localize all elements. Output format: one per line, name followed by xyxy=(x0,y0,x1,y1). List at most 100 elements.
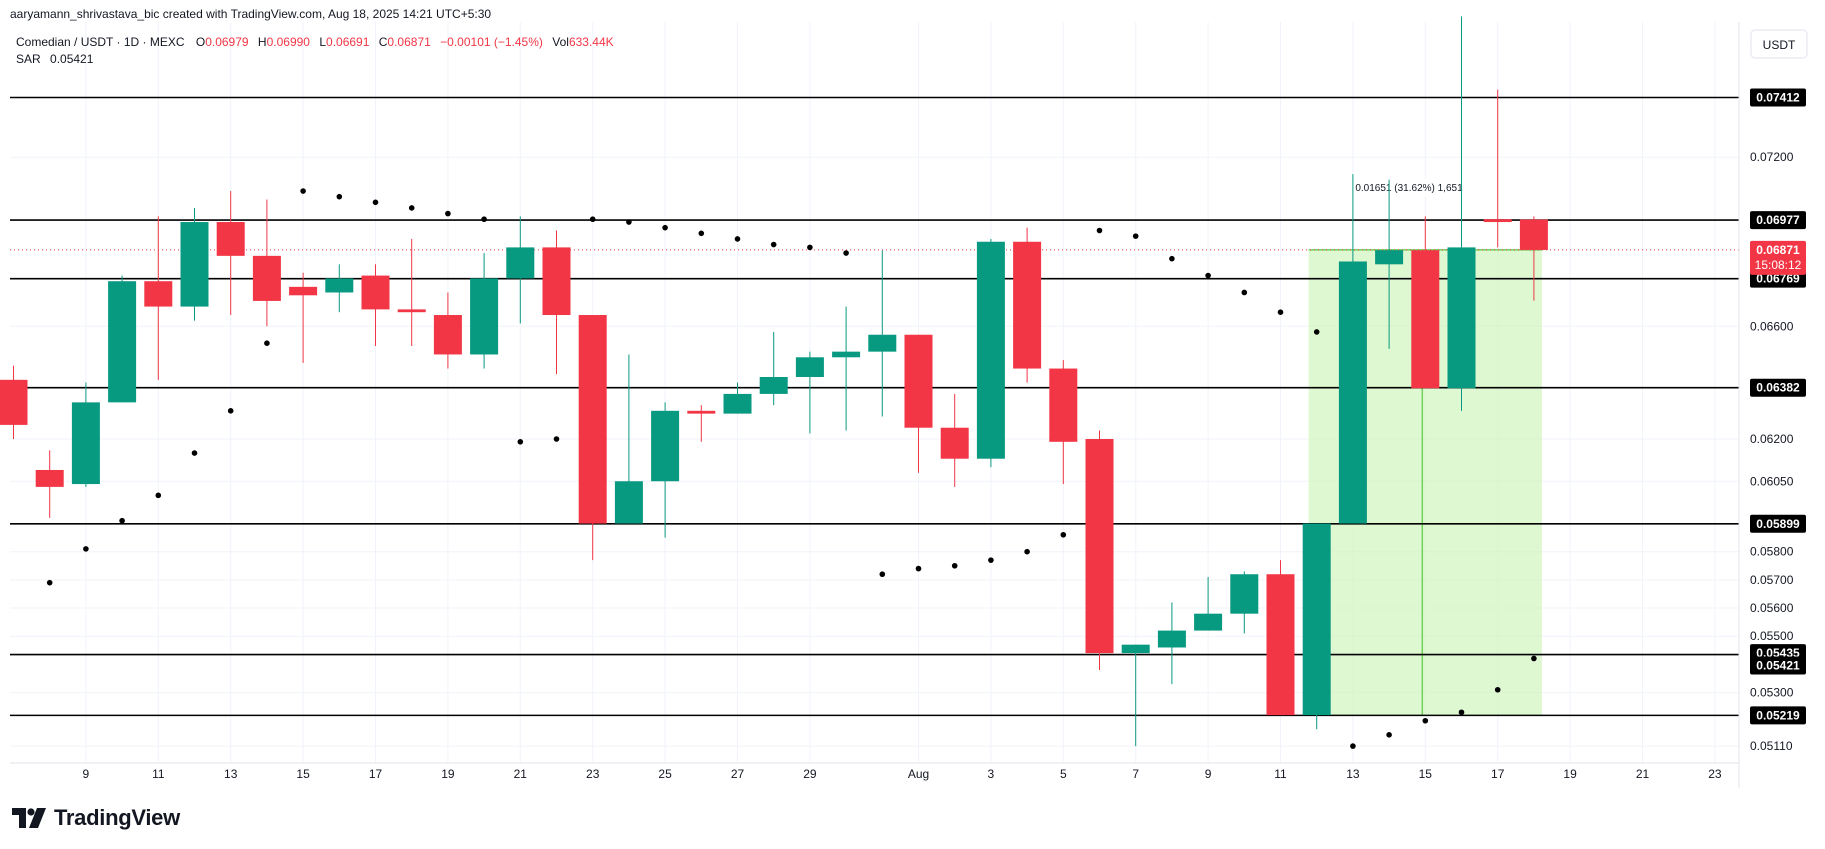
candle-body-up xyxy=(1157,630,1186,648)
sar-dot xyxy=(589,216,596,223)
sar-dot xyxy=(662,224,668,231)
currency-button[interactable]: USDT xyxy=(1750,29,1808,59)
x-tick-label: 19 xyxy=(441,767,455,781)
candle-body-down xyxy=(687,410,716,414)
candle-body-up xyxy=(795,357,824,378)
x-tick-label: 21 xyxy=(1636,767,1650,781)
x-tick-label: 11 xyxy=(152,767,165,781)
candle-body-down xyxy=(289,286,318,296)
last-price-label: 0.06871 xyxy=(1756,243,1800,257)
currency-label: USDT xyxy=(1763,38,1796,52)
sar-dot xyxy=(988,557,994,563)
candle-body-up xyxy=(1230,574,1259,614)
svg-text:SAR 0.05421: SAR 0.05421 xyxy=(16,52,94,66)
level-price-label-box xyxy=(1750,706,1806,725)
sar-dot xyxy=(46,579,53,586)
last-price-label-box xyxy=(1750,240,1806,275)
candle-body-down xyxy=(542,247,571,316)
candle-body-down xyxy=(0,379,28,425)
sar-dot xyxy=(698,230,705,237)
x-tick-label: 3 xyxy=(988,767,995,781)
sar-dot xyxy=(1531,655,1537,662)
sar-dot xyxy=(843,250,849,256)
level-price-label: 0.06769 xyxy=(1756,272,1800,286)
sar-dot xyxy=(191,450,198,456)
sar-dot xyxy=(951,562,958,569)
legend-close-label: C xyxy=(379,35,388,49)
sar-dot xyxy=(626,219,632,225)
sar-dot xyxy=(1205,272,1211,279)
legend-high-label: H xyxy=(258,35,267,49)
sar-dot xyxy=(1132,233,1139,239)
candle-body-up xyxy=(759,377,788,394)
sar-dot xyxy=(155,492,162,499)
tradingview-logo[interactable]: TradingView xyxy=(12,805,180,831)
svg-text:Comedian / USDT · 1D · MEXC: Comedian / USDT · 1D · MEXC O0.06979 H0.… xyxy=(16,35,614,49)
candle-body-down xyxy=(1483,219,1512,223)
legend-close-value: 0.06871 xyxy=(387,35,431,49)
candle-body-down xyxy=(397,309,426,313)
sar-dot xyxy=(1241,289,1248,296)
sar-dot xyxy=(336,193,343,200)
sar-dot xyxy=(1386,732,1392,738)
legend-volume-label: Vol xyxy=(552,35,569,49)
x-tick-label: 15 xyxy=(1419,767,1433,781)
candle-body-up xyxy=(651,410,680,482)
axes xyxy=(10,22,1740,788)
y-tick-label: 0.05800 xyxy=(1750,545,1794,559)
sar-dot xyxy=(1350,743,1356,749)
sar-dot xyxy=(481,216,487,223)
sar-dot xyxy=(1494,686,1501,693)
candle-body-up xyxy=(470,278,499,355)
candle-body-up xyxy=(1338,261,1367,524)
candle-body-down xyxy=(1266,574,1295,716)
x-tick-label: 7 xyxy=(1132,767,1139,781)
sar-dot xyxy=(408,205,415,211)
level-price-label-box xyxy=(1750,514,1806,533)
sar-dot xyxy=(915,565,922,572)
candle-body-down xyxy=(904,334,933,428)
candle-body-down xyxy=(433,315,462,355)
candle-body-up xyxy=(832,351,861,358)
sar-dot xyxy=(770,241,777,248)
candle-body-up xyxy=(723,393,752,414)
level-price-label-box xyxy=(1750,378,1806,397)
x-tick-label: 15 xyxy=(296,767,310,781)
legend-symbol: Comedian / USDT · 1D · MEXC xyxy=(16,35,185,49)
sar-dot xyxy=(1169,255,1175,262)
candle-body-up xyxy=(614,481,643,524)
price-labels: 0.07412 0.06977 0.06769 0.06382 0.05899 0.054… xyxy=(1750,88,1806,725)
sar-dot xyxy=(372,199,379,206)
measure-label: 0.01651 (31.62%) 1,651 xyxy=(1355,183,1463,194)
legend-low-label: L xyxy=(319,35,326,49)
sar-dot xyxy=(1060,531,1067,538)
level-price-label: 0.06382 xyxy=(1756,381,1800,395)
x-tick-label: 29 xyxy=(803,767,817,781)
candle-body-down xyxy=(1411,250,1440,389)
x-tick-label: 13 xyxy=(1346,767,1360,781)
legend: Comedian / USDT · 1D · MEXC O0.06979 H0.… xyxy=(16,35,614,66)
candle-body-up xyxy=(868,334,897,352)
candle-body-up xyxy=(976,241,1005,459)
y-tick-label: 0.05700 xyxy=(1750,573,1794,587)
candle-body-down xyxy=(216,222,245,256)
sar-dot xyxy=(264,340,270,346)
candle-body-down xyxy=(1013,241,1042,369)
level-price-label: 0.05219 xyxy=(1756,708,1800,722)
level-price-label: 0.07412 xyxy=(1756,91,1800,105)
y-tick-label: 0.05600 xyxy=(1750,601,1794,615)
candle-body-down xyxy=(1085,438,1114,654)
legend-change: −0.00101 (−1.45%) xyxy=(440,35,543,49)
x-tick-label: 17 xyxy=(1491,767,1505,781)
x-tick-label: 21 xyxy=(514,767,528,781)
sar-dot xyxy=(119,517,125,524)
candle-body-down xyxy=(361,275,390,310)
x-tick-label: 19 xyxy=(1563,767,1577,781)
candle-body-up xyxy=(180,222,209,307)
candle-body-up xyxy=(71,402,100,485)
sar-price-label-box xyxy=(1750,656,1806,675)
tradingview-logo-text: TradingView xyxy=(54,805,180,830)
candle-body-down xyxy=(252,255,281,301)
x-tick-label: 23 xyxy=(1708,767,1722,781)
